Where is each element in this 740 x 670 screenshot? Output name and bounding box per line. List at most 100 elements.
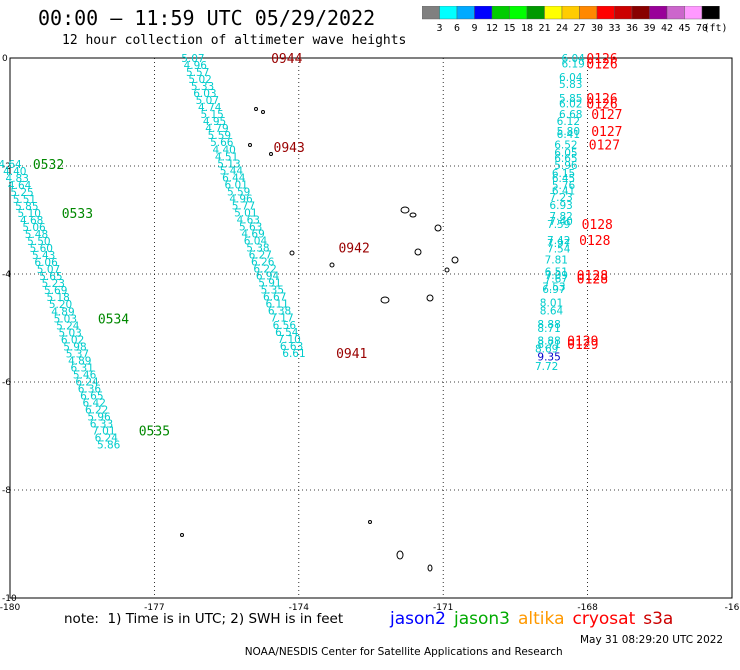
scale-tick-label: 6 — [454, 23, 460, 34]
wave-height-value: 7.54 — [547, 244, 571, 256]
map-frame — [9, 57, 733, 599]
island-outline — [434, 224, 442, 232]
wave-height-value: 6.01 — [225, 179, 248, 191]
wave-height-value: 6.12 — [557, 116, 580, 128]
wave-height-value: 4.64 — [8, 180, 32, 192]
island-outline — [414, 248, 422, 256]
wave-height-value: 5.91 — [258, 278, 281, 290]
island-outline — [451, 256, 459, 264]
y-tick-label: -4 — [2, 270, 11, 280]
wave-height-value: 5.03 — [58, 327, 81, 339]
wave-height-value: 4.89 — [68, 355, 91, 367]
legend-item-jason3: jason3 — [454, 609, 510, 629]
wave-height-value: 6.44 — [222, 172, 246, 184]
wave-height-value: 6.97 — [542, 284, 565, 296]
scale-tick-label: 70 — [696, 23, 708, 34]
island-outline — [426, 294, 434, 302]
pass-time-label: 0126 — [586, 52, 617, 67]
wave-height-value: 5.80 — [557, 126, 580, 138]
pass-time-label: 0128 — [579, 234, 610, 249]
x-tick-label: -174 — [289, 603, 310, 613]
wave-height-value: 6.04 — [244, 236, 268, 248]
wave-height-value: 5.43 — [32, 250, 55, 262]
generated-date: May 31 08:29:20 UTC 2022 — [580, 634, 724, 646]
wave-height-value: 6.02 — [559, 98, 582, 110]
credits: NOAA/NESDIS Center for Satellite Applica… — [238, 634, 723, 670]
wave-height-value: 8.64 — [540, 306, 564, 318]
wave-height-value: 5.83 — [559, 79, 582, 91]
pass-time-label: 0942 — [338, 242, 369, 257]
color-swatch — [701, 6, 720, 20]
color-scale-legend: 3 6 9 12 15 18 21 24 27 30 33 36 39 42 45 70(ft) — [422, 6, 728, 34]
wave-height-value: 7.40 — [549, 216, 572, 228]
wave-height-value: 4.83 — [6, 173, 29, 185]
wave-height-value: 5.23 — [42, 278, 65, 290]
wave-height-value: 6.65 — [80, 391, 103, 403]
wave-height-value: 5.20 — [49, 299, 72, 311]
wave-height-value: 5.18 — [46, 292, 69, 304]
wave-height-value: 6.67 — [263, 292, 286, 304]
wave-height-value: 7.59 — [547, 219, 570, 231]
wave-height-value: 4.79 — [205, 123, 228, 135]
wave-height-value: 4.69 — [241, 229, 264, 241]
x-tick-label: -180 — [0, 603, 20, 613]
island-outline — [261, 110, 265, 114]
wave-height-value: 4.96 — [184, 60, 208, 72]
wave-height-value: 6.22 — [253, 264, 276, 276]
wave-height-value: 6.24 — [95, 433, 119, 445]
wave-height-value: 6.22 — [85, 405, 108, 417]
wave-height-map: -180 -177 -174 -171 -168 -160-2-4-6-8-104.644… — [0, 52, 740, 613]
wave-height-value: 7.42 — [547, 235, 570, 247]
pass-time-label: 0944 — [271, 52, 302, 67]
wave-height-value: 6.68 — [559, 109, 582, 121]
wave-height-value: 6.19 — [561, 58, 584, 70]
wave-height-value: 5.59 — [208, 130, 231, 142]
map-title: 00:00 – 11:59 UTC 05/29/2022 — [38, 6, 376, 30]
wave-height-value: 5.07 — [181, 53, 204, 65]
wave-height-value: 8.88 — [537, 335, 560, 347]
wave-height-value: 7.72 — [535, 361, 558, 373]
wave-height-value: 6.45 — [552, 173, 575, 185]
pass-time-label: 0532 — [33, 158, 64, 173]
wave-height-value: 5.76 — [552, 180, 576, 192]
island-outline — [269, 152, 273, 156]
wave-height-value: 7.67 — [545, 273, 568, 285]
pass-time-label: 0127 — [589, 138, 620, 153]
wave-height-value: 6.03 — [193, 88, 216, 100]
scale-tick-label: 36 — [626, 23, 638, 34]
pass-time-label: 0127 — [591, 108, 622, 123]
wave-height-value: 6.36 — [78, 383, 102, 395]
wave-height-value: 6.24 — [75, 376, 99, 388]
pass-time-label: 0128 — [582, 218, 613, 233]
wave-height-value: 5.44 — [220, 165, 244, 177]
wave-height-value: 5.69 — [44, 285, 67, 297]
wave-height-value: 5.85 — [559, 93, 582, 105]
scale-tick-label: 24 — [556, 23, 568, 34]
wave-height-value: 5.65 — [39, 271, 62, 283]
map-subtitle: 12 hour collection of altimeter wave hei… — [62, 33, 407, 48]
pass-time-label: 0127 — [591, 125, 622, 140]
wave-height-value: 6.27 — [249, 250, 272, 262]
island-outline — [289, 250, 295, 256]
wave-height-value: 8.88 — [537, 319, 560, 331]
wave-height-value: 5.37 — [66, 348, 89, 360]
wave-height-value: 5.77 — [232, 200, 255, 212]
wave-height-value: 6.54 — [275, 327, 299, 339]
wave-height-value: 6.04 — [561, 53, 585, 65]
wave-height-value: 5.46 — [73, 369, 97, 381]
wave-height-value: 4.89 — [51, 306, 74, 318]
wave-height-value: 5.51 — [13, 194, 36, 206]
scale-tick-label: 39 — [643, 23, 655, 34]
scale-unit: (ft) — [703, 23, 727, 34]
x-tick-label: -16 — [725, 603, 740, 613]
wave-height-value: 6.41 — [552, 185, 575, 197]
wave-height-value: 4.40 — [212, 144, 235, 156]
wave-height-value: 6.05 — [554, 148, 577, 160]
wave-height-value: 5.13 — [217, 158, 240, 170]
wave-height-value: 9.35 — [537, 352, 560, 364]
wave-height-value: 4.68 — [20, 215, 43, 227]
wave-height-value: 7.01 — [92, 426, 115, 438]
pass-time-label: 0129 — [567, 334, 598, 349]
wave-height-value: 6.26 — [251, 257, 275, 269]
island-outline — [329, 262, 335, 268]
